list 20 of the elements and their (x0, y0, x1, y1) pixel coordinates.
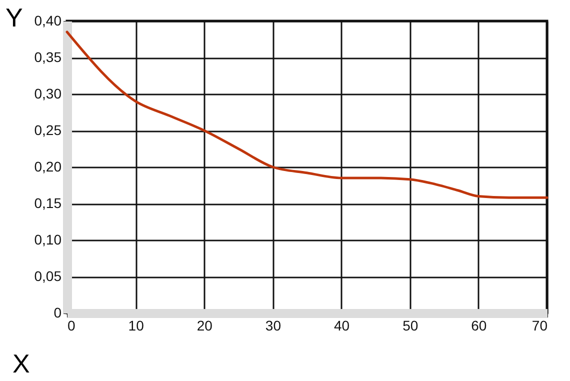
y-axis-title: Y (6, 2, 23, 32)
y-tick-label: 0,05 (34, 268, 62, 284)
y-tick-label: 0,35 (34, 49, 62, 65)
x-tick-label: 10 (128, 318, 144, 334)
y-tick-label: 0,25 (34, 122, 62, 138)
y-tick-label: 0,40 (34, 12, 62, 28)
x-tick-label: 30 (265, 318, 282, 334)
x-tick-label: 0 (68, 318, 76, 334)
x-tick-label: 20 (196, 318, 213, 334)
x-tick-label: 60 (471, 318, 487, 334)
y-tick-label: 0,20 (34, 158, 62, 174)
x-tick-label: 70 (532, 318, 548, 334)
x-tick-label: 40 (334, 318, 350, 334)
y-tick-label: 0,15 (34, 195, 62, 211)
y-tick-label: 0,30 (34, 86, 62, 102)
y-tick-label: 0 (54, 304, 62, 320)
x-tick-label: 50 (402, 318, 418, 334)
x-axis-title: X (12, 348, 30, 378)
line-series (66, 30, 548, 199)
y-tick-label: 0,10 (34, 232, 62, 248)
